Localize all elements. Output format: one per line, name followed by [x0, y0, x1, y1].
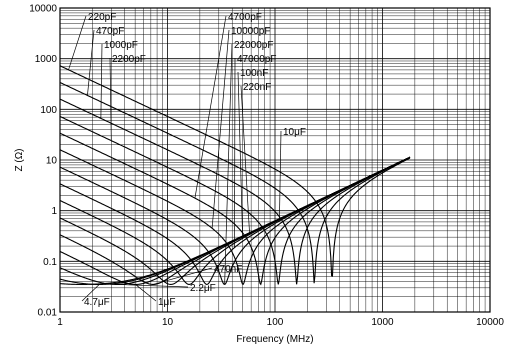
y-tick-label: 10000	[29, 4, 57, 15]
series-label: 2200pF	[112, 54, 146, 65]
series-label: 22000pF	[234, 40, 273, 51]
label-leader	[135, 284, 156, 301]
label-leader	[87, 30, 94, 95]
series-label: 10μF	[283, 127, 306, 138]
label-leader	[212, 30, 229, 228]
tick-labels: 1 10 100 1000 10000 0.01 0.1 1 10 100 1000 10000	[29, 4, 504, 329]
x-tick-label: 10	[162, 317, 174, 328]
series-label: 10000pF	[231, 26, 270, 37]
label-leader	[69, 16, 86, 70]
label-leader	[101, 44, 102, 118]
y-tick-label: 1000	[35, 54, 58, 65]
series-label: 100nF	[240, 68, 268, 79]
x-tick-label: 100	[267, 317, 284, 328]
y-tick-label: 0.01	[38, 308, 58, 319]
label-leader	[234, 58, 235, 248]
series-label: 220pF	[88, 12, 116, 23]
x-tick-label: 10000	[476, 317, 504, 328]
y-tick-label: 1	[51, 206, 57, 217]
y-axis-title: Z (Ω)	[14, 148, 25, 171]
series-label: 470nF	[214, 264, 242, 275]
series-label: 2.2μF	[190, 283, 216, 294]
y-tick-label: 0.1	[43, 257, 57, 268]
series-label: 4700pF	[228, 12, 262, 23]
x-tick-label: 1000	[371, 317, 394, 328]
series-label: 470pF	[96, 26, 124, 37]
series-label: 220nF	[243, 82, 271, 93]
x-tick-label: 1	[57, 317, 63, 328]
y-tick-label: 10	[46, 156, 58, 167]
y-tick-label: 100	[40, 105, 57, 116]
series-label: 1000pF	[104, 40, 138, 51]
x-axis-title: Frequency (MHz)	[236, 334, 313, 345]
series-label: 47000pF	[237, 54, 276, 65]
series-label: 1μF	[158, 297, 175, 308]
label-leader	[279, 131, 281, 219]
series-label: 4.7μF	[84, 297, 110, 308]
